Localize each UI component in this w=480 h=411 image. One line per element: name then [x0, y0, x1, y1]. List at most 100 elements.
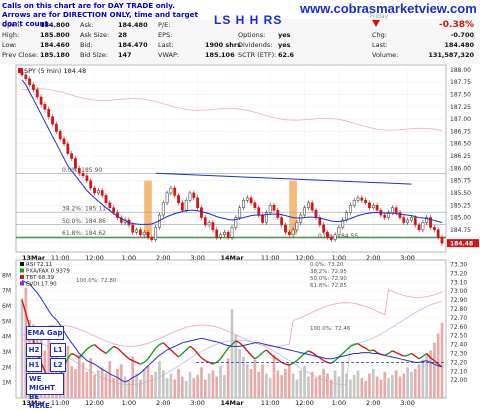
ema-coded-segment — [296, 356, 302, 362]
price-y-tick: 185.25 — [450, 202, 471, 209]
legend-swatch — [18, 68, 23, 73]
candle-body — [77, 168, 81, 174]
ema-coded-segment — [288, 362, 294, 366]
volume-bar — [139, 379, 142, 398]
ema-coded-segment — [178, 352, 183, 358]
ema-coded-segment — [254, 355, 260, 360]
disclaimer-line-2: Arrows are for DIRECTION ONLY, time and … — [2, 10, 198, 28]
fib-level-label: 38.2%: 185.11 — [62, 206, 106, 213]
candle-body — [169, 187, 173, 194]
candle-body — [112, 207, 116, 213]
candle-body — [394, 207, 398, 213]
ema-coded-segment — [151, 347, 157, 354]
price-y-tick: 187.00 — [450, 116, 471, 123]
candle-body — [364, 200, 368, 204]
volume-bar — [203, 379, 207, 398]
candle-body — [341, 219, 345, 228]
volume-bar — [257, 371, 261, 398]
volume-bar — [421, 359, 425, 398]
candle-body — [398, 212, 402, 218]
l1-box: L1 — [50, 343, 66, 357]
volume-bar — [211, 370, 215, 398]
ema-coded-segment — [109, 345, 115, 351]
volume-bar — [349, 379, 352, 398]
volume-bar — [356, 370, 360, 398]
candle-body — [184, 200, 188, 211]
ema-coded-segment — [392, 350, 397, 354]
quote-value: 1900 shrs — [205, 41, 241, 49]
price-y-tick: 187.75 — [450, 79, 471, 86]
candle-body — [230, 227, 234, 238]
candle-body — [203, 217, 207, 226]
quote-label: EPS: — [158, 31, 172, 39]
volume-bar — [93, 375, 96, 398]
ema-coded-segment — [265, 349, 271, 354]
volume-y-tick: 3M — [2, 349, 11, 356]
volume-bar — [154, 371, 157, 398]
legend-swatch — [20, 275, 24, 279]
ema-coded-segment — [166, 345, 172, 351]
ema-coded-segment — [208, 361, 214, 365]
ema-coded-segment — [346, 345, 351, 351]
quote-label: VWAP: — [158, 51, 179, 59]
quote-label: SCTR (ETF): — [238, 51, 276, 59]
volume-bar — [161, 370, 165, 398]
lower-fib-label: 50.0%: 72.90 — [310, 276, 347, 282]
ema-coded-segment — [399, 353, 405, 357]
lower-x-tick: 14Mar — [220, 399, 244, 406]
price-y-tick: 188.00 — [450, 67, 471, 74]
volume-bar — [284, 368, 287, 398]
quote-value: 131,587,320 — [428, 51, 474, 59]
candle-body — [234, 217, 238, 228]
ema-coded-segment — [120, 351, 126, 356]
candle-body — [66, 143, 70, 154]
volume-bar — [318, 375, 322, 398]
volume-bar — [223, 375, 226, 398]
volume-bar — [440, 322, 444, 398]
ema-coded-segment — [132, 359, 137, 364]
volume-bar — [402, 373, 406, 398]
volume-bar — [249, 368, 253, 398]
quote-header-hint: Friday — [370, 13, 389, 20]
candle-body — [368, 202, 371, 208]
ema-coded-segment — [124, 354, 130, 360]
candle-body — [268, 205, 272, 213]
ema-coded-segment — [219, 353, 225, 360]
candle-body — [104, 195, 108, 204]
ema-coded-segment — [273, 356, 279, 361]
neckline-trendline — [155, 172, 412, 185]
candle-body — [402, 217, 406, 223]
volume-bar — [181, 376, 184, 398]
lower-y-tick: 72.20 — [450, 359, 467, 366]
price-y-tick: 186.00 — [450, 165, 471, 172]
lower-fib-label: 38.2%: 72.95 — [310, 269, 347, 275]
candle-body — [215, 229, 219, 238]
candle-body — [70, 153, 74, 159]
ema-coded-segment — [185, 345, 191, 351]
h1-box: H1 — [26, 358, 42, 372]
volume-bar — [429, 350, 432, 398]
quote-value: 184.800 — [40, 21, 70, 29]
candle-body — [329, 236, 333, 240]
disclaimer-note: Calls on this chart are for DAY TRADE on… — [0, 0, 222, 28]
volume-bar — [364, 381, 367, 398]
ema-coded-segment — [90, 343, 95, 347]
ema-coded-segment — [246, 350, 252, 356]
candle-body — [47, 109, 51, 117]
candle-body — [135, 229, 138, 233]
volume-bar — [62, 364, 66, 398]
volume-bar — [47, 339, 51, 398]
ema-coded-segment — [342, 349, 348, 354]
brand-url[interactable]: www.cobrasmarketview.com — [300, 1, 477, 16]
volume-bar — [268, 378, 272, 398]
ema-coded-segment — [319, 357, 325, 362]
volume-bar — [276, 370, 280, 398]
volume-bar — [150, 375, 154, 398]
volume-bar — [272, 355, 276, 398]
candle-body — [161, 202, 165, 216]
volume-bar — [371, 368, 375, 398]
disclaimer-line-1: Calls on this chart are for DAY TRADE on… — [2, 1, 175, 10]
volume-bar — [158, 361, 161, 398]
price-x-tick: 3:00 — [190, 254, 205, 262]
candle-body — [291, 229, 295, 236]
